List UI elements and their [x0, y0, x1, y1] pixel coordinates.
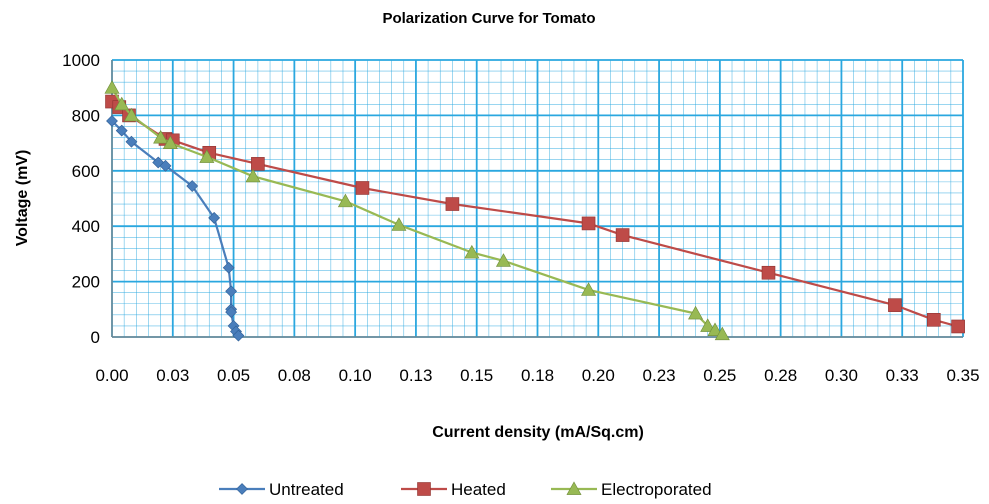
data-point-heated [615, 228, 630, 242]
x-tick-label: 0.13 [399, 366, 432, 385]
data-point-heated [355, 181, 370, 195]
y-axis-title: Voltage (mV) [14, 150, 31, 247]
y-tick-label: 400 [72, 217, 100, 236]
legend-item-heated: Heated [401, 480, 506, 499]
legend-item-untreated: Untreated [219, 480, 344, 499]
y-tick-label: 800 [72, 106, 100, 125]
series-electroporated [104, 80, 730, 341]
data-point-electroporated [688, 305, 704, 320]
y-tick-label: 0 [91, 328, 100, 347]
x-tick-label: 0.05 [217, 366, 250, 385]
data-point-untreated [125, 135, 138, 148]
data-point-electroporated [199, 149, 215, 163]
data-point-heated [888, 298, 902, 312]
legend-label-untreated: Untreated [269, 480, 344, 499]
data-point-electroporated [337, 193, 353, 208]
legend-marker-untreated [236, 483, 248, 495]
series-untreated [106, 115, 245, 342]
x-tick-label: 0.10 [339, 366, 372, 385]
data-point-electroporated [464, 244, 480, 259]
data-point-electroporated [245, 168, 261, 183]
data-point-heated [251, 157, 265, 171]
legend-marker-electroporated [566, 481, 582, 495]
data-point-untreated [222, 261, 235, 274]
series-line-untreated [111, 120, 240, 337]
data-point-untreated [232, 329, 245, 342]
x-tick-label: 0.25 [703, 366, 736, 385]
data-series [104, 80, 965, 342]
chart-title: Polarization Curve for Tomato [382, 10, 595, 27]
x-tick-label: 0.30 [825, 366, 858, 385]
data-point-untreated [115, 124, 128, 137]
data-point-untreated [186, 180, 199, 192]
legend-label-heated: Heated [451, 480, 506, 499]
data-point-heated [951, 319, 965, 334]
grid-lines [111, 59, 964, 338]
data-point-untreated [225, 285, 238, 298]
x-tick-label: 0.18 [521, 366, 554, 385]
legend: Untreated Heated Electroporated [219, 480, 712, 499]
data-point-electroporated [700, 318, 716, 332]
x-tick-label: 0.00 [95, 366, 128, 385]
data-point-electroporated [123, 107, 139, 122]
data-point-untreated [106, 115, 118, 127]
data-point-electroporated [391, 217, 407, 231]
series-line-electroporated [111, 87, 723, 336]
data-point-electroporated [114, 96, 130, 111]
data-point-heated [445, 197, 460, 211]
data-point-untreated [208, 211, 221, 224]
data-point-electroporated [581, 282, 597, 296]
x-tick-label: 0.08 [278, 366, 311, 385]
x-tick-label: 0.03 [156, 366, 189, 385]
x-tick-label: 0.15 [460, 366, 493, 385]
y-tick-label: 200 [72, 273, 100, 292]
data-point-heated [927, 313, 941, 327]
y-tick-label: 1000 [62, 51, 100, 70]
legend-item-electroporated: Electroporated [551, 480, 712, 499]
data-point-electroporated [104, 80, 120, 94]
y-tick-label: 600 [72, 162, 100, 181]
data-point-heated [761, 265, 776, 280]
x-tick-label: 0.28 [764, 366, 797, 385]
data-point-untreated [225, 306, 238, 318]
data-point-electroporated [162, 135, 178, 149]
x-tick-label: 0.23 [643, 366, 676, 385]
data-point-electroporated [707, 322, 723, 336]
x-tick-label: 0.35 [946, 366, 979, 385]
y-axis-ticks: 0 200 400 600 800 1000 [62, 51, 100, 347]
data-point-untreated [159, 159, 172, 172]
data-point-electroporated [153, 129, 169, 144]
data-point-electroporated [495, 253, 511, 267]
legend-label-electroporated: Electroporated [601, 480, 712, 499]
data-point-heated [581, 216, 596, 231]
x-tick-label: 0.33 [886, 366, 919, 385]
x-tick-label: 0.20 [582, 366, 615, 385]
data-point-electroporated [714, 326, 730, 341]
legend-marker-heated [417, 482, 431, 496]
x-axis-title: Current density (mA/Sq.cm) [432, 424, 644, 441]
x-axis-ticks: 0.00 0.03 0.05 0.08 0.10 0.13 0.15 0.18 0.20 0.23… [95, 366, 979, 385]
